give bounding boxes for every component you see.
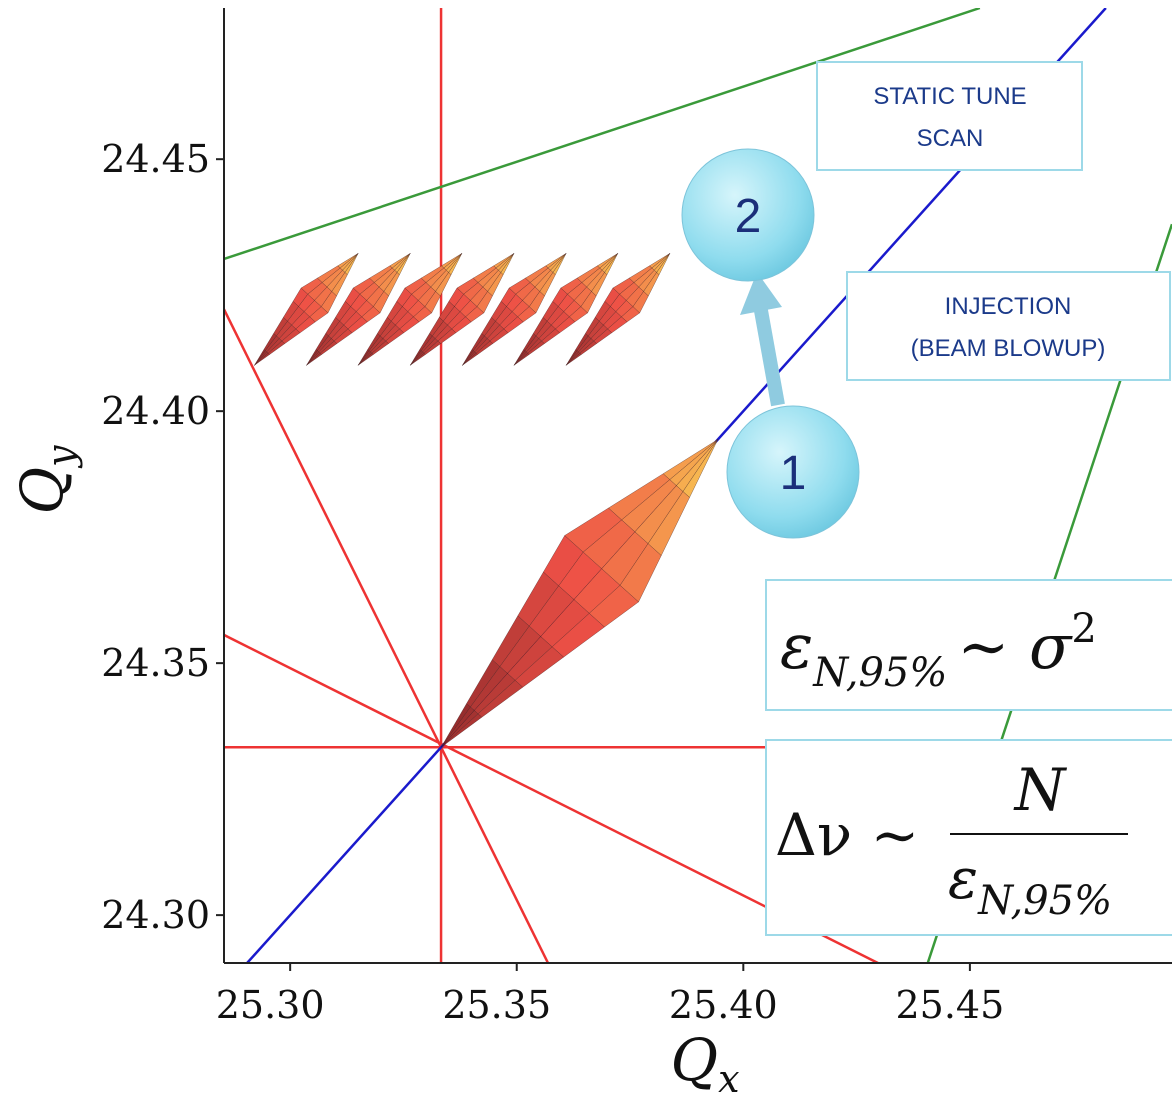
footprint-cell — [682, 439, 719, 498]
tune-footprint — [440, 439, 719, 748]
footprint-cell — [500, 253, 515, 276]
formula-sub: N,95% — [977, 878, 1112, 924]
footprint-cell — [604, 253, 619, 276]
plot-area — [224, 8, 1172, 963]
arrow-head — [740, 272, 782, 315]
annotation-text: (BEAM BLOWUP) — [911, 335, 1106, 362]
x-axis-label: Qx — [671, 1026, 740, 1098]
annotation-box — [816, 61, 1083, 171]
footprint-cell — [344, 253, 359, 276]
footprint-cell — [552, 253, 567, 276]
formula-lhs: Δν ∼ — [775, 801, 919, 869]
arrow — [753, 303, 785, 407]
y-axis-label: Qy — [8, 445, 83, 515]
step-marker — [681, 148, 815, 282]
x-tick-label: 25.40 — [669, 983, 778, 1027]
annotation-box — [846, 271, 1171, 381]
annotation-text: STATIC TUNE — [873, 83, 1026, 110]
y-label-sub: y — [39, 445, 83, 469]
tune-footprint — [565, 253, 671, 366]
step-label: 1 — [780, 447, 807, 500]
tune-footprint — [409, 253, 515, 366]
x-tick-label: 25.35 — [442, 983, 551, 1027]
formula-symbol: ε — [780, 610, 813, 683]
step-marker — [726, 405, 860, 539]
tune-footprint — [306, 253, 411, 366]
tune-footprint — [513, 253, 619, 366]
resonance-line — [224, 308, 550, 963]
formula-sub: N,95% — [812, 650, 947, 696]
annotation-text: SCAN — [917, 125, 984, 152]
y-tick-label: 24.45 — [101, 137, 210, 181]
tune-footprint — [357, 253, 463, 366]
formula-rest: ∼ σ — [957, 610, 1073, 683]
footprint-cell — [448, 253, 463, 276]
x-tick-label: 25.45 — [895, 983, 1004, 1027]
step-label: 2 — [735, 190, 762, 243]
x-tick-label: 25.30 — [216, 983, 325, 1027]
y-tick-label: 24.30 — [101, 893, 210, 937]
resonance-line — [224, 8, 981, 261]
y-tick-label: 24.35 — [101, 641, 210, 685]
formula-sup: 2 — [1071, 606, 1096, 652]
tune-footprint — [254, 253, 359, 366]
formula-numerator: N — [1013, 756, 1068, 824]
y-tick-label: 24.40 — [101, 389, 210, 433]
formula-box — [765, 579, 1172, 711]
annotation-text: INJECTION — [945, 293, 1072, 320]
footprint-cell — [656, 253, 671, 276]
footprint-cell — [396, 253, 411, 276]
y-label-main: Q — [8, 467, 76, 515]
formula-denominator: εN,95% — [948, 847, 1112, 924]
x-label-main: Q — [671, 1026, 719, 1094]
formula: εN,95% ∼ σ2 — [780, 606, 1097, 696]
x-label-sub: x — [718, 1057, 739, 1098]
tune-footprint — [462, 253, 567, 366]
axes: 24.30 24.35 24.40 24.45 25.30 25.35 25.40 25.45 — [101, 137, 1004, 1027]
formula-box — [765, 739, 1172, 936]
formula-symbol: ε — [948, 847, 978, 912]
